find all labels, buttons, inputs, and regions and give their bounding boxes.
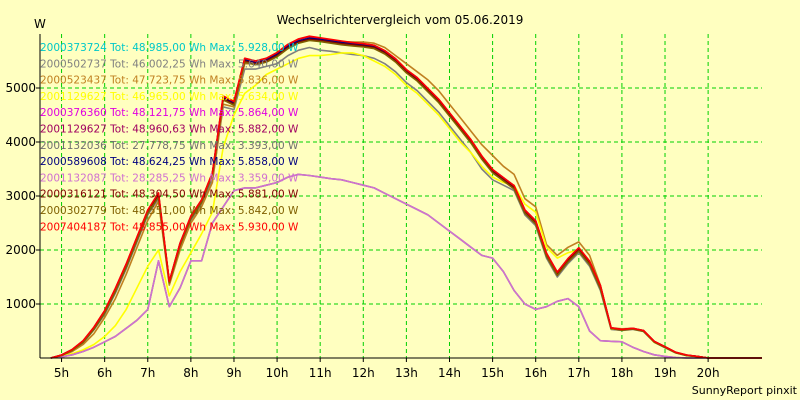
x-tick-label: 7h — [140, 366, 155, 380]
y-tick-label: 4000 — [5, 135, 36, 149]
y-tick-label: 1000 — [5, 297, 36, 311]
legend-entry-10: 2000316121 Tot: 48.304,50 Wh Max: 5.881,… — [40, 189, 299, 201]
x-tick-label: 16h — [524, 366, 547, 380]
legend-entry-6: 2001129627 Tot: 48.960,63 Wh Max: 5.882,… — [40, 124, 299, 136]
grid — [40, 34, 762, 358]
x-tick-label: 11h — [309, 366, 332, 380]
y-tick-label: 2000 — [5, 243, 36, 257]
legend-entry-1: 2000373724 Tot: 48.985,00 Wh Max: 5.928,… — [40, 42, 299, 54]
legend-entry-4: 2001129627 Tot: 46.965,00 Wh Max: 5.634,… — [40, 91, 299, 103]
y-axis-ticks: 1000 2000 3000 4000 5000 — [5, 81, 40, 311]
legend-entry-8: 2000589608 Tot: 48.624,25 Wh Max: 5.858,… — [40, 156, 299, 168]
legend-entry-3: 2000523437 Tot: 47.723,75 Wh Max: 5.836,… — [40, 75, 299, 87]
x-tick-label: 6h — [97, 366, 112, 380]
legend-entry-2: 2000502737 Tot: 46.002,25 Wh Max: 5.640,… — [40, 58, 299, 70]
legend-entry-5: 2000376360 Tot: 48.121,75 Wh Max: 5.864,… — [40, 107, 299, 119]
y-axis-label: W — [34, 17, 46, 31]
x-tick-label: 15h — [481, 366, 504, 380]
legend-entry-12: 2007404187 Tot: 48.855,00 Wh Max: 5.930,… — [40, 221, 299, 233]
x-tick-label: 12h — [352, 366, 375, 380]
x-tick-label: 19h — [654, 366, 677, 380]
x-tick-label: 18h — [610, 366, 633, 380]
y-tick-label: 3000 — [5, 189, 36, 203]
legend: 2000373724 Tot: 48.985,00 Wh Max: 5.928,… — [40, 42, 299, 233]
series-lines — [50, 35, 762, 359]
x-tick-label: 17h — [567, 366, 590, 380]
x-tick-label: 9h — [226, 366, 241, 380]
legend-entry-9: 2001132087 Tot: 28.285,25 Wh Max: 3.359,… — [40, 172, 299, 184]
legend-entry-11: 2000302779 Tot: 48.551,00 Wh Max: 5.842,… — [40, 205, 299, 217]
x-tick-label: 13h — [395, 366, 418, 380]
footer-credit: SunnyReport pinxit — [692, 384, 798, 397]
x-tick-label: 5h — [54, 366, 69, 380]
series-line-12 — [50, 35, 762, 359]
chart-title: Wechselrichtervergleich vom 05.06.2019 — [277, 13, 524, 27]
x-tick-label: 14h — [438, 366, 461, 380]
x-axis-ticks: 5h 6h 7h 8h 9h 10h 11h 12h 13h 14h 15h 16h 17h 18h 19h… — [54, 358, 720, 380]
x-tick-label: 10h — [266, 366, 289, 380]
series-line-9 — [50, 173, 762, 359]
y-tick-label: 5000 — [5, 81, 36, 95]
x-tick-label: 8h — [183, 366, 198, 380]
legend-entry-7: 2001132036 Tot: 27.778,75 Wh Max: 3.393,… — [40, 140, 299, 152]
x-tick-label: 20h — [697, 366, 720, 380]
